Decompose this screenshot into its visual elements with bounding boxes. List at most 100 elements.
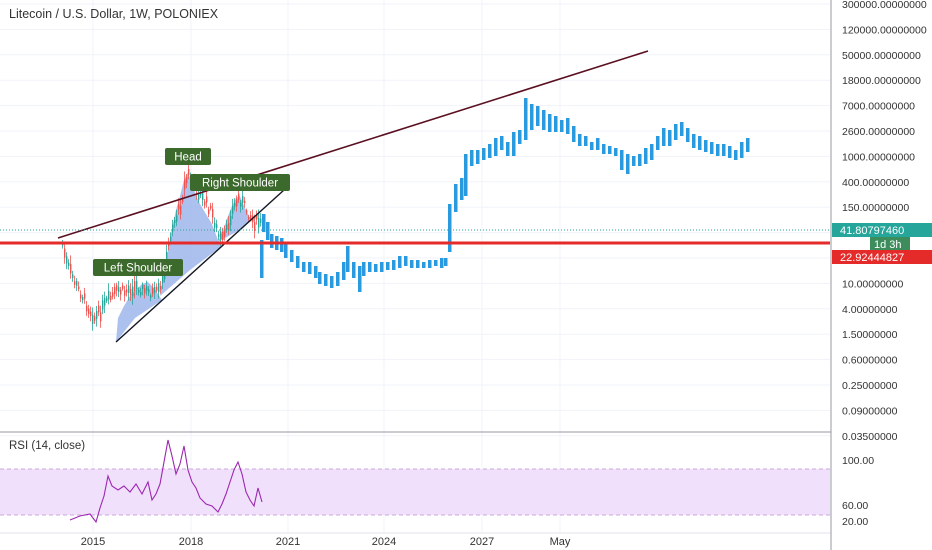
time-axis-label: 2015	[81, 536, 105, 548]
countdown-tag: 1d 3h	[870, 237, 910, 251]
projection-bar	[444, 258, 448, 266]
price-candle	[78, 286, 80, 290]
price-candle	[186, 177, 188, 184]
trend-line-upper[interactable]	[57, 50, 649, 239]
projection-bar	[746, 138, 750, 152]
price-axis-bg[interactable]	[831, 0, 932, 550]
projection-bar	[476, 150, 480, 164]
price-candle	[156, 286, 158, 291]
price-candle	[188, 169, 190, 176]
price-candle	[82, 297, 84, 301]
projection-bar	[262, 214, 266, 232]
projection-bar	[386, 262, 390, 270]
projection-bar	[548, 114, 552, 132]
left-shoulder-label[interactable]: Left Shoulder	[93, 259, 183, 276]
price-candle	[136, 280, 138, 290]
price-candle	[154, 286, 156, 293]
price-candle	[170, 236, 172, 242]
price-candle	[178, 204, 180, 210]
projection-bar	[680, 122, 684, 136]
price-axis-label: 7000.00000000	[842, 101, 915, 113]
price-axis-label: 10.00000000	[842, 278, 903, 290]
projection-bar	[488, 144, 492, 158]
support-price-tag: 22.92444827	[832, 250, 932, 264]
projection-bar	[346, 246, 350, 272]
price-candle	[98, 305, 100, 313]
price-candle	[180, 205, 182, 215]
price-candle	[166, 251, 168, 259]
right-shoulder-label-text: Right Shoulder	[202, 178, 278, 190]
price-candle	[66, 256, 68, 264]
projection-bar	[368, 262, 372, 272]
projection-bar	[686, 128, 690, 142]
projection-bar	[318, 272, 322, 284]
price-candle	[146, 286, 148, 291]
grid	[0, 0, 830, 533]
projection-bar	[716, 144, 720, 156]
price-candle	[224, 231, 226, 237]
projection-bar	[644, 148, 648, 164]
price-candle	[140, 291, 142, 296]
projection-bar	[470, 150, 474, 166]
projection-bar	[662, 128, 666, 146]
head-label[interactable]: Head	[165, 148, 211, 165]
projection-bars	[260, 98, 750, 292]
projection-bar	[566, 118, 570, 134]
projection-bar	[602, 144, 606, 154]
rsi-band	[0, 469, 830, 515]
projection-bar	[614, 148, 618, 156]
price-candle	[68, 262, 70, 266]
price-candle	[248, 216, 250, 220]
projection-bar	[536, 106, 540, 126]
price-candle	[206, 196, 208, 203]
price-candle	[138, 289, 140, 293]
projection-bar	[440, 258, 444, 268]
projection-bar	[554, 116, 558, 132]
current-price-tag: 41.80797460	[832, 223, 932, 237]
price-candle	[258, 217, 260, 228]
price-axis-label: 4.00000000	[842, 304, 898, 316]
projection-bar	[398, 256, 402, 268]
projection-bar	[734, 150, 738, 160]
price-axis-label: 150.00000000	[842, 202, 909, 214]
projection-bar	[270, 234, 274, 248]
projection-bar	[530, 104, 534, 130]
left-shoulder-label-text: Left Shoulder	[104, 263, 173, 275]
projection-bar	[518, 130, 522, 144]
projection-bar	[506, 142, 510, 156]
time-axis-label: 2021	[276, 536, 300, 548]
price-candle	[246, 210, 248, 213]
price-candle	[220, 231, 222, 240]
projection-bar	[422, 262, 426, 268]
projection-bar	[308, 262, 312, 274]
price-axis-label: 18000.00000000	[842, 75, 921, 87]
price-candle	[132, 286, 134, 297]
price-candle	[238, 193, 240, 200]
projection-bar	[454, 184, 458, 212]
projection-bar	[280, 238, 284, 252]
price-candle	[236, 199, 238, 207]
price-axis-label: 1.50000000	[842, 329, 898, 341]
current-price-text: 41.80797460	[840, 225, 904, 237]
rsi-axis-label: 20.00	[842, 516, 868, 528]
projection-bar	[464, 154, 468, 196]
price-candle	[200, 192, 202, 196]
projection-bar	[692, 134, 696, 148]
projection-bar	[524, 98, 528, 140]
right-shoulder-label[interactable]: Right Shoulder	[190, 174, 290, 191]
neckline[interactable]	[115, 189, 285, 343]
price-axis-label: 300000.00000000	[842, 0, 927, 11]
price-candle	[92, 314, 94, 324]
projection-bar	[590, 142, 594, 150]
price-candle	[240, 202, 242, 207]
projection-bar	[728, 146, 732, 158]
projection-bar	[460, 178, 464, 200]
projection-bar	[584, 136, 588, 146]
projection-bar	[296, 256, 300, 268]
projection-bar	[404, 256, 408, 266]
price-candle	[108, 290, 110, 300]
price-candle	[100, 312, 102, 322]
head-label-text: Head	[174, 152, 202, 164]
projection-bar	[704, 140, 708, 152]
